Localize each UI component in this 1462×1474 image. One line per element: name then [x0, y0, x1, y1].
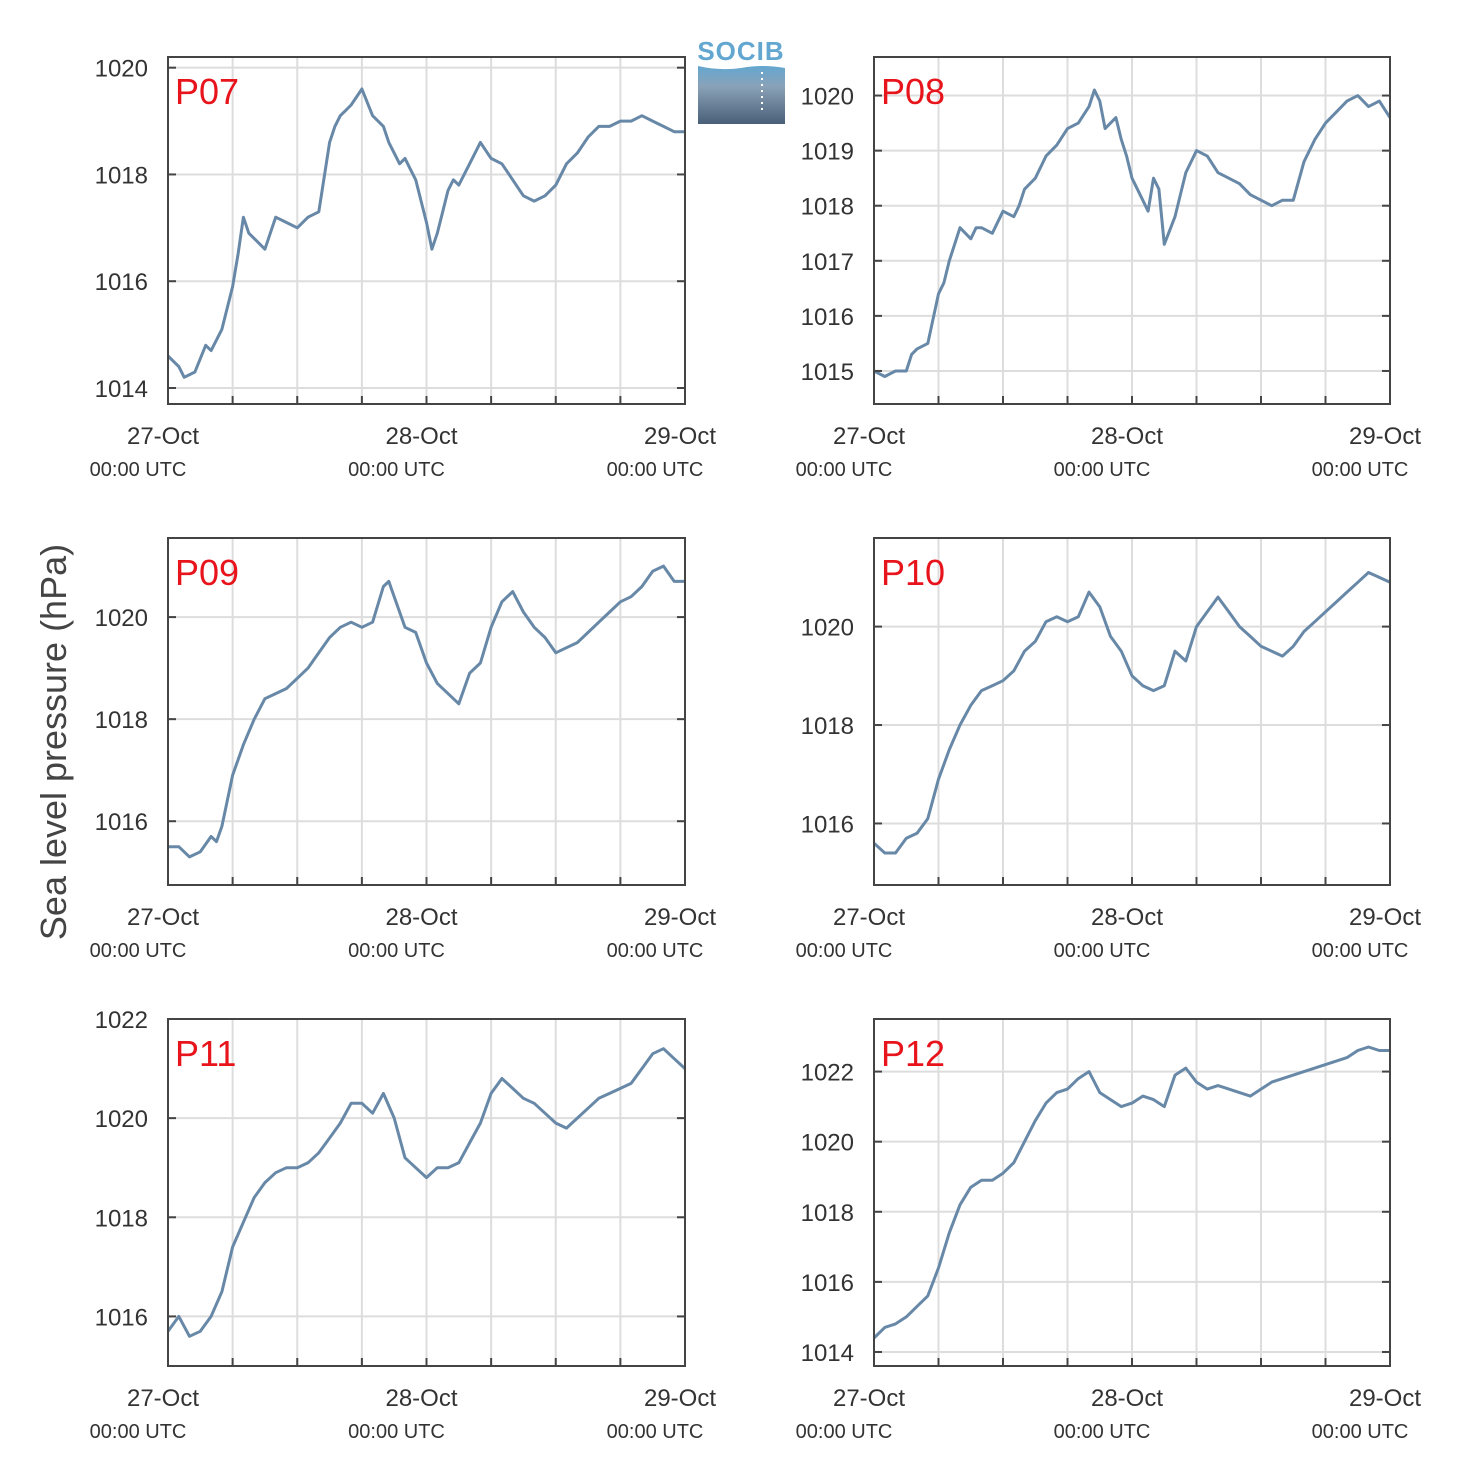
- x-tick-time-label: 00:00 UTC: [607, 1421, 704, 1443]
- panel-p11: 1016 1018 1020 1022 27-Oct 00:00 UTC 28-Oct 00:…: [90, 1007, 717, 1443]
- x-tick-time-label: 00:00 UTC: [1312, 459, 1409, 481]
- x-tick-date-label: 27-Oct: [833, 904, 905, 931]
- x-tick-date-label: 29-Oct: [644, 904, 716, 931]
- x-tick-time-label: 00:00 UTC: [90, 940, 187, 962]
- y-tick-label: 1018: [95, 707, 148, 734]
- x-tick-time-label: 00:00 UTC: [1054, 1421, 1151, 1443]
- y-tick-label: 1014: [95, 376, 148, 403]
- panel-p07: 1014 1016 1018 1020 27-Oct 00:00 UTC 28-Oct 00:…: [90, 56, 717, 481]
- x-tick-date-label: 29-Oct: [644, 1385, 716, 1412]
- x-tick-time-label: 00:00 UTC: [796, 940, 893, 962]
- y-tick-label: 1016: [95, 809, 148, 836]
- panel-label: P10: [881, 552, 945, 593]
- y-tick-label: 1017: [801, 249, 854, 276]
- x-tick-date-label: 28-Oct: [1091, 423, 1163, 450]
- panel-p08: 1015 1016 1017 1018 1019 1020 27-Oct 00:00 UTC 2…: [796, 56, 1421, 481]
- y-tick-label: 1018: [95, 162, 148, 189]
- x-tick-time-label: 00:00 UTC: [1312, 1421, 1409, 1443]
- y-tick-label: 1016: [95, 1304, 148, 1331]
- x-tick-date-label: 29-Oct: [644, 423, 716, 450]
- x-tick-time-label: 00:00 UTC: [796, 1421, 893, 1443]
- series-line: [873, 88, 1392, 378]
- y-axis-label: Sea level pressure (hPa): [33, 544, 74, 940]
- x-tick-date-label: 27-Oct: [127, 423, 199, 450]
- y-tick-label: 1022: [801, 1060, 854, 1087]
- panel-label: P07: [175, 71, 239, 112]
- x-tick-time-label: 00:00 UTC: [348, 940, 445, 962]
- y-tick-label: 1020: [801, 1130, 854, 1157]
- x-tick-date-label: 29-Oct: [1349, 904, 1421, 931]
- series-line: [168, 564, 685, 859]
- x-tick-date-label: 28-Oct: [1091, 904, 1163, 931]
- panel-label: P09: [175, 552, 239, 593]
- x-tick-date-label: 27-Oct: [833, 1385, 905, 1412]
- y-tick-label: 1016: [801, 304, 854, 331]
- y-tick-label: 1018: [801, 713, 854, 740]
- x-tick-date-label: 28-Oct: [1091, 1385, 1163, 1412]
- y-tick-label: 1014: [801, 1340, 854, 1367]
- logo-text: SOCIB: [697, 36, 784, 66]
- x-tick-date-label: 27-Oct: [127, 1385, 199, 1412]
- x-tick-date-label: 29-Oct: [1349, 423, 1421, 450]
- panel-p12: 1014 1016 1018 1020 1022 27-Oct 00:00 UTC 28-Oc…: [796, 1018, 1421, 1443]
- x-tick-time-label: 00:00 UTC: [607, 459, 704, 481]
- y-tick-label: 1015: [801, 359, 854, 386]
- y-tick-label: 1020: [95, 605, 148, 632]
- x-tick-time-label: 00:00 UTC: [607, 940, 704, 962]
- x-tick-date-label: 28-Oct: [385, 904, 457, 931]
- panel-label: P08: [881, 71, 945, 112]
- x-tick-time-label: 00:00 UTC: [796, 459, 893, 481]
- x-tick-date-label: 28-Oct: [385, 423, 457, 450]
- x-tick-time-label: 00:00 UTC: [1054, 940, 1151, 962]
- series-line: [166, 87, 685, 379]
- socib-logo: SOCIB: [697, 36, 785, 124]
- y-tick-label: 1020: [801, 84, 854, 111]
- series-line: [166, 1047, 687, 1338]
- y-tick-label: 1020: [801, 615, 854, 642]
- panel-p09: 1016 1018 1020 27-Oct 00:00 UTC 28-Oct 00:00 U…: [90, 537, 716, 962]
- y-tick-label: 1016: [801, 811, 854, 838]
- panel-p10: 1016 1018 1020 27-Oct 00:00 UTC 28-Oct 00:00 U…: [796, 537, 1421, 962]
- x-tick-time-label: 00:00 UTC: [348, 459, 445, 481]
- panel-label: P12: [881, 1033, 945, 1074]
- x-tick-date-label: 27-Oct: [833, 423, 905, 450]
- y-tick-label: 1016: [95, 269, 148, 296]
- y-tick-label: 1019: [801, 139, 854, 166]
- x-tick-date-label: 29-Oct: [1349, 1385, 1421, 1412]
- y-tick-label: 1020: [95, 1106, 148, 1133]
- x-tick-time-label: 00:00 UTC: [348, 1421, 445, 1443]
- x-tick-date-label: 28-Oct: [385, 1385, 457, 1412]
- x-tick-time-label: 00:00 UTC: [1054, 459, 1151, 481]
- y-tick-label: 1018: [95, 1205, 148, 1232]
- y-tick-label: 1018: [801, 194, 854, 221]
- x-tick-time-label: 00:00 UTC: [90, 1421, 187, 1443]
- y-tick-label: 1020: [95, 56, 148, 83]
- y-tick-label: 1018: [801, 1200, 854, 1227]
- x-tick-time-label: 00:00 UTC: [1312, 940, 1409, 962]
- panel-label: P11: [175, 1033, 236, 1074]
- series-line: [872, 571, 1391, 855]
- x-tick-time-label: 00:00 UTC: [90, 459, 187, 481]
- series-line: [872, 1045, 1390, 1340]
- y-tick-label: 1022: [95, 1007, 148, 1034]
- x-tick-date-label: 27-Oct: [127, 904, 199, 931]
- y-tick-label: 1016: [801, 1270, 854, 1297]
